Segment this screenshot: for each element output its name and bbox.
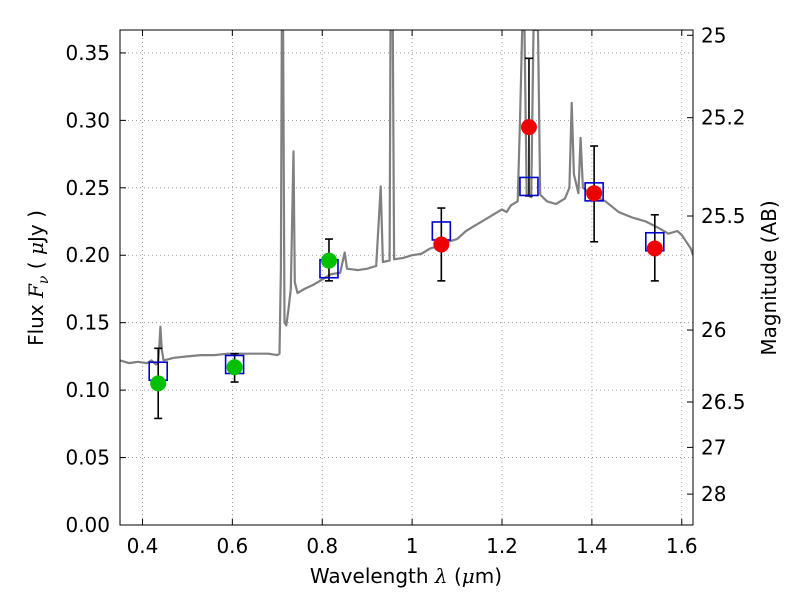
x-tick-label: 0.4 bbox=[127, 534, 159, 558]
y-tick-label: 0.35 bbox=[65, 41, 110, 65]
right-tick-label: 25 bbox=[701, 23, 726, 47]
red-data-point bbox=[586, 185, 603, 202]
y-tick-label: 0.20 bbox=[65, 243, 110, 267]
green-data-point bbox=[320, 252, 337, 269]
right-tick-label: 26 bbox=[701, 318, 726, 342]
right-tick-label: 25.5 bbox=[701, 204, 746, 228]
grid bbox=[120, 30, 693, 526]
y-tick-label: 0.30 bbox=[65, 108, 110, 132]
y-axis-title: Flux Fν ( μJy ) bbox=[24, 210, 52, 346]
green-data-point bbox=[226, 359, 243, 376]
red-data-point bbox=[433, 236, 450, 253]
x-tick-label: 1.4 bbox=[576, 534, 608, 558]
y-tick-label: 0.25 bbox=[65, 176, 110, 200]
y-tick-label: 0.05 bbox=[65, 446, 110, 470]
right-tick-label: 25.2 bbox=[701, 106, 746, 130]
right-tick-label: 26.5 bbox=[701, 390, 746, 414]
x-tick-label: 0.8 bbox=[306, 534, 338, 558]
red-data-point bbox=[520, 119, 537, 136]
y-tick-label: 0.10 bbox=[65, 378, 110, 402]
x-axis-title: Wavelength λ (μm) bbox=[310, 564, 502, 588]
red-data-point bbox=[646, 240, 663, 257]
right-axis-title: Magnitude (AB) bbox=[757, 200, 781, 355]
plot-frame bbox=[119, 29, 694, 526]
y-tick-label: 0.15 bbox=[65, 311, 110, 335]
y-tick-label: 0.00 bbox=[65, 513, 110, 537]
x-tick-label: 0.6 bbox=[216, 534, 248, 558]
green-data-point bbox=[150, 375, 167, 392]
right-tick-label: 27 bbox=[701, 435, 726, 459]
model-box-point bbox=[519, 176, 539, 197]
ticks: 0.4 0.6 0.8 1 1.2 1.4 1.6 0.00 0.05 0.10 0.15 0.20 0… bbox=[65, 23, 745, 558]
right-tick-label: 28 bbox=[701, 482, 726, 506]
plot-area bbox=[120, 30, 693, 420]
x-tick-label: 1 bbox=[406, 534, 419, 558]
x-tick-label: 1.2 bbox=[486, 534, 518, 558]
x-tick-label: 1.6 bbox=[666, 534, 698, 558]
spectrum-line bbox=[120, 30, 693, 366]
